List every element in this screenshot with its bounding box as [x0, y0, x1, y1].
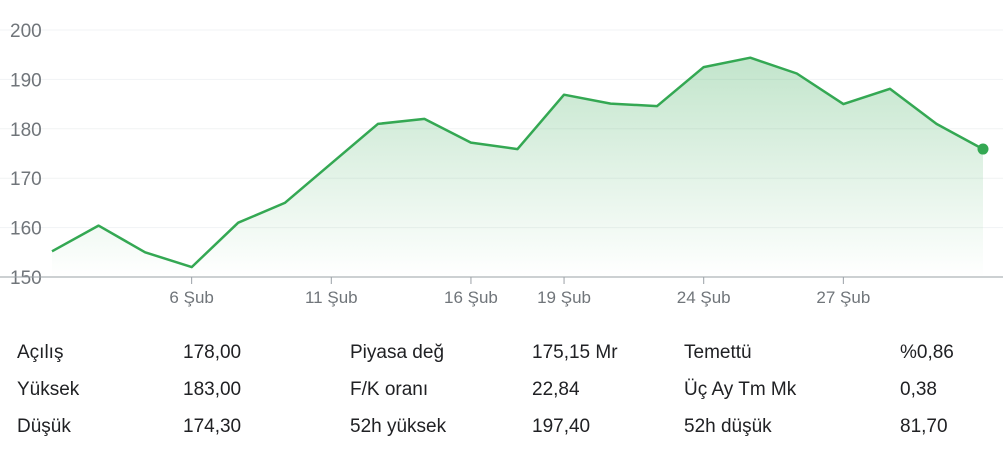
stats-row: Düşük 174,30 52h yüksek 197,40 52h düşük… — [0, 416, 1003, 446]
stats-row: Yüksek 183,00 F/K oranı 22,84 Üç Ay Tm M… — [0, 379, 1003, 409]
stat-value-low: 174,30 — [183, 416, 242, 437]
y-tick-label: 160 — [10, 219, 42, 240]
x-tick-label: 6 Şub — [169, 288, 213, 307]
price-line — [51, 56, 984, 269]
stat-label-open: Açılış — [17, 342, 64, 363]
stat-label-52w-low: 52h düşük — [684, 416, 772, 437]
stat-value-high: 183,00 — [183, 379, 242, 400]
price-line-group — [51, 56, 989, 269]
x-tick-label: 11 Şub — [305, 288, 358, 307]
stat-value-52w-high: 197,40 — [532, 416, 591, 437]
y-axis-ticks: 150 160 170 180 190 200 — [10, 21, 42, 289]
y-tick-label: 150 — [10, 268, 42, 289]
stat-label-low: Düşük — [17, 416, 71, 437]
last-price-point — [977, 143, 989, 155]
stats-row: Açılış 178,00 Piyasa değ 175,15 Mr Temet… — [0, 342, 1003, 372]
x-tick-label: 16 Şub — [444, 288, 498, 307]
stat-label-quarterly-div: Üç Ay Tm Mk — [684, 379, 797, 400]
y-tick-label: 190 — [10, 70, 42, 91]
stat-label-market-cap: Piyasa değ — [350, 342, 445, 363]
stat-value-quarterly-div: 0,38 — [900, 379, 937, 400]
stat-value-pe-ratio: 22,84 — [532, 379, 580, 400]
stat-value-market-cap: 175,15 Mr — [532, 342, 618, 363]
stat-label-dividend: Temettü — [684, 342, 752, 363]
y-tick-label: 200 — [10, 21, 42, 42]
y-tick-label: 180 — [10, 120, 42, 141]
price-area — [52, 57, 983, 278]
stat-value-open: 178,00 — [183, 342, 242, 363]
x-tick-label: 24 Şub — [677, 288, 731, 307]
y-tick-label: 170 — [10, 169, 42, 190]
x-tick-label: 19 Şub — [537, 288, 591, 307]
price-chart: 150 160 170 180 190 200 6 Şub 11 Şub 16 Şub 19 Ş… — [0, 21, 1003, 307]
stat-value-52w-low: 81,70 — [900, 416, 948, 437]
stat-label-pe-ratio: F/K oranı — [350, 379, 429, 400]
stat-value-dividend: %0,86 — [900, 342, 954, 363]
x-tick-label: 27 Şub — [816, 288, 870, 307]
stat-label-high: Yüksek — [17, 379, 80, 400]
price-area-fill — [52, 57, 983, 278]
x-axis: 6 Şub 11 Şub 16 Şub 19 Şub 24 Şub 27 Şub — [0, 276, 1003, 307]
stat-label-52w-high: 52h yüksek — [350, 416, 447, 437]
